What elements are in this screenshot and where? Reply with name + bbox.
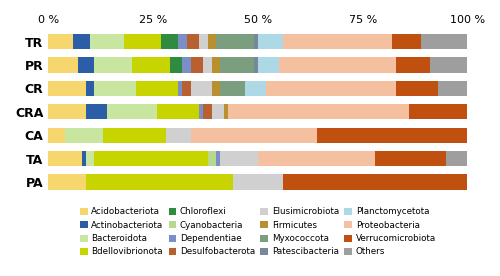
Bar	[204, 104, 212, 120]
Bar	[48, 128, 65, 143]
Bar	[446, 151, 468, 166]
Bar	[94, 81, 136, 96]
Bar	[94, 151, 208, 166]
Bar	[124, 34, 162, 49]
Bar	[216, 34, 254, 49]
Bar	[212, 104, 224, 120]
Bar	[178, 34, 186, 49]
Bar	[182, 57, 191, 73]
Bar	[254, 34, 258, 49]
Bar	[191, 57, 203, 73]
Bar	[132, 57, 170, 73]
Bar	[86, 104, 107, 120]
Bar	[224, 104, 228, 120]
Bar	[220, 81, 246, 96]
Bar	[65, 128, 102, 143]
Bar	[254, 57, 258, 73]
Bar	[78, 57, 94, 73]
Bar	[48, 104, 86, 120]
Bar	[48, 151, 82, 166]
Bar	[422, 34, 468, 49]
Bar	[208, 151, 216, 166]
Bar	[166, 128, 191, 143]
Bar	[396, 81, 438, 96]
Bar	[94, 57, 132, 73]
Bar	[283, 34, 392, 49]
Bar	[232, 174, 283, 190]
Bar	[86, 81, 94, 96]
Bar	[316, 128, 468, 143]
Bar	[86, 151, 94, 166]
Bar	[258, 34, 283, 49]
Bar	[86, 174, 233, 190]
Bar	[212, 81, 220, 96]
Bar	[216, 151, 220, 166]
Bar	[199, 34, 207, 49]
Bar	[258, 57, 279, 73]
Bar	[136, 81, 178, 96]
Bar	[199, 104, 203, 120]
Bar	[204, 57, 212, 73]
Bar	[212, 57, 220, 73]
Bar	[102, 128, 166, 143]
Bar	[191, 128, 316, 143]
Bar	[220, 151, 258, 166]
Bar	[178, 81, 182, 96]
Bar	[438, 81, 468, 96]
Bar	[228, 104, 408, 120]
Bar	[191, 81, 212, 96]
Bar	[162, 34, 178, 49]
Bar	[107, 104, 157, 120]
Bar	[408, 104, 468, 120]
Bar	[48, 81, 86, 96]
Bar	[220, 57, 254, 73]
Bar	[157, 104, 199, 120]
Bar	[74, 34, 90, 49]
Bar	[392, 34, 422, 49]
Bar	[375, 151, 446, 166]
Bar	[82, 151, 86, 166]
Bar	[48, 174, 86, 190]
Bar	[430, 57, 468, 73]
Bar	[258, 151, 375, 166]
Bar	[182, 81, 191, 96]
Bar	[266, 81, 396, 96]
Bar	[208, 34, 216, 49]
Bar	[170, 57, 182, 73]
Bar	[396, 57, 430, 73]
Bar	[48, 34, 74, 49]
Bar	[90, 34, 124, 49]
Bar	[283, 174, 468, 190]
Bar	[186, 34, 199, 49]
Bar	[279, 57, 396, 73]
Legend: Acidobacteriota, Actinobacteriota, Bacteroidota, Bdellovibrionota, Chloroflexi, : Acidobacteriota, Actinobacteriota, Bacte…	[77, 205, 438, 259]
Bar	[48, 57, 78, 73]
Bar	[246, 81, 266, 96]
